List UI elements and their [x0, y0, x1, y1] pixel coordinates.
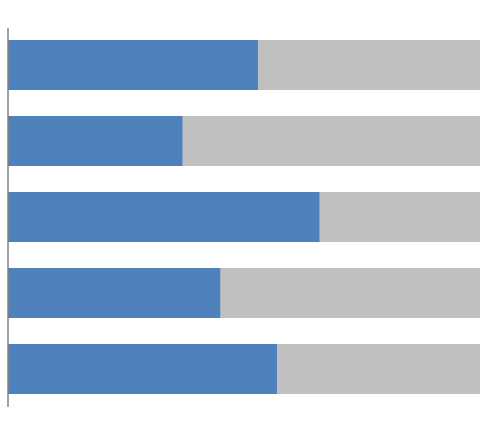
bar-row-1-segment-2: [258, 40, 480, 90]
bar-row-5-segment-1: [8, 344, 278, 394]
bar-row-2-segment-2: [182, 116, 480, 166]
bar-row-3-segment-1: [8, 192, 320, 242]
bar-row-4-segment-2: [220, 268, 480, 318]
bar-row-2-segment-1: [8, 116, 183, 166]
bar-row-1-segment-1: [8, 40, 259, 90]
bar-row-5-segment-2: [277, 344, 480, 394]
bar-row-4-segment-1: [8, 268, 221, 318]
bars-group: [8, 40, 480, 394]
bar-row-3-segment-2: [319, 192, 480, 242]
